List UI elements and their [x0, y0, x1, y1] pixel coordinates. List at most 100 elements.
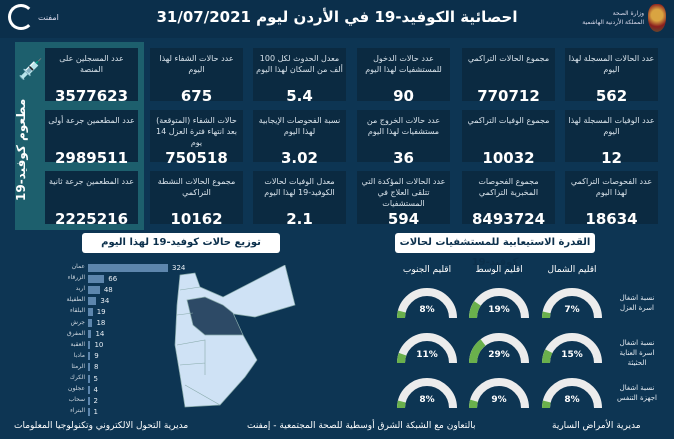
kingdom-name: المملكة الأردنية الهاشمية	[582, 19, 644, 26]
gauge-value: 15%	[561, 350, 583, 360]
vaccine-card: عدد المطعمين جرعة أولى 2989511	[45, 110, 138, 167]
map-region-amman	[186, 296, 244, 336]
bar-label: سحاب	[68, 396, 85, 404]
stat-label: مجموع الوفيات التراكمي	[467, 116, 550, 125]
gauge-fill	[469, 339, 486, 364]
gauge: 8%	[394, 375, 460, 411]
bar-label: البلقاء	[70, 307, 85, 315]
vaccine-value: 3577623	[54, 87, 129, 105]
bar-value: 5	[93, 374, 98, 383]
bar	[88, 296, 97, 305]
gauge-fill	[468, 399, 478, 409]
stat-value: 562	[595, 87, 628, 105]
bar-value: 48	[103, 285, 113, 294]
bar	[88, 374, 90, 383]
stat-value: 3.02	[280, 149, 318, 167]
bar	[88, 330, 92, 339]
bar-value: 18	[96, 319, 106, 327]
region-header: اقليم الجنوب	[402, 265, 452, 275]
bar-label: مادبا	[73, 351, 85, 359]
stat-label: مجموع الفحوصات المخبرية التراكمي	[478, 177, 539, 197]
bar	[88, 363, 90, 372]
capacity-title: القدرة الاستيعابية للمستشفيات لحالات كوف…	[395, 233, 595, 268]
syringe-icon: 💉	[18, 57, 43, 81]
stat-label: عدد الحالات المؤكدة التي تتلقى العلاج في…	[361, 177, 446, 208]
vaccine-value: 2225216	[54, 210, 129, 228]
stat-label: عدد الحالات المسجلة لهذا اليوم	[568, 54, 655, 74]
stat-card: عدد حالات الشفاء لهذا اليوم 675	[150, 48, 243, 105]
gauge-fill	[397, 310, 406, 319]
map-region	[174, 265, 296, 408]
capacity-row-label: نسبة اشغال اسرة العزل	[619, 294, 655, 312]
stat-card: عدد الوفيات المسجلة لهذا اليوم 12	[565, 110, 658, 167]
stat-label: عدد حالات الخروج من مستشفيات لهذا اليوم	[366, 116, 441, 136]
gauge: 11%	[394, 330, 460, 366]
bar-label: الرمثا	[71, 362, 85, 370]
bar	[88, 263, 168, 272]
stat-value: 2.1	[286, 210, 313, 228]
gauge-value: 7%	[564, 305, 580, 315]
stat-value: 770712	[477, 87, 540, 105]
vaccine-label: عدد المطعمين جرعة ثانية	[48, 177, 134, 186]
capacity-row-label: نسبة اشغال اجهزة التنفس	[616, 384, 658, 402]
gauge-track	[542, 288, 602, 319]
stat-label: عدد الفحوصات التراكمي لهذا اليوم	[570, 177, 653, 197]
region-header: اقليم الشمال	[547, 265, 597, 275]
page-title: احصائية الكوفيد-19 في الأردن ليوم 31/07/…	[156, 8, 518, 26]
bar	[88, 352, 91, 361]
stat-value: 675	[180, 87, 213, 105]
gauge: 9%	[466, 375, 532, 411]
stat-card: مجموع الوفيات التراكمي 10032	[462, 110, 555, 167]
stat-label: مجموع الحالات التراكمي	[467, 54, 550, 63]
bar-row: 10	[88, 341, 103, 350]
stat-card: عدد الفحوصات التراكمي لهذا اليوم 18634	[565, 171, 658, 228]
bar-row: 48	[88, 285, 113, 294]
bar-label: عمان	[71, 263, 85, 270]
stat-card: نسبة الفحوصات الإيجابية لهذا اليوم 3.02	[253, 110, 346, 167]
gauge-track	[469, 378, 529, 409]
stat-value: 750518	[165, 149, 228, 167]
ministry-logo: وزارة الصحة المملكة الأردنية الهاشمية	[582, 4, 666, 32]
stat-label: عدد الوفيات المسجلة لهذا اليوم	[568, 116, 655, 136]
stat-card: حالات الشفاء (المتوقعة) بعد انتهاء فترة …	[150, 110, 243, 167]
bar	[88, 307, 93, 316]
gauge-fill	[542, 311, 551, 319]
bar	[88, 385, 90, 394]
vaccine-value: 2989511	[54, 149, 129, 167]
bar-row: 19	[88, 307, 106, 316]
bar-value: 1	[93, 407, 98, 416]
gauge: 29%	[466, 330, 532, 366]
gauge-fill	[397, 352, 407, 364]
bar-row: 9	[88, 352, 99, 361]
bar	[88, 319, 93, 327]
bar-row: 66	[88, 274, 117, 283]
bar-row: 324	[88, 263, 185, 272]
bar-value: 4	[93, 385, 98, 394]
bar-label: الطفيلة	[66, 296, 85, 304]
stat-label: نسبة الفحوصات الإيجابية لهذا اليوم	[258, 116, 341, 136]
gauge-track	[397, 288, 457, 319]
gauge-fill	[469, 301, 481, 319]
bar-value: 9	[94, 352, 99, 361]
stat-value: 12	[601, 149, 622, 167]
gauge-value: 19%	[488, 305, 510, 315]
crest-icon	[648, 4, 666, 32]
gauge-track	[542, 378, 602, 409]
globe-icon	[8, 4, 34, 30]
header-bar	[0, 0, 674, 38]
vaccine-label: عدد المطعمين جرعة أولى	[48, 116, 135, 125]
bar-value: 10	[94, 341, 104, 350]
map-borders	[176, 286, 221, 406]
stat-card: عدد حالات الدخول للمستشفيات لهذا اليوم 9…	[357, 48, 450, 105]
gauge-value: 8%	[419, 305, 435, 315]
vaccine-label: عدد المسجلين على المنصة	[59, 54, 124, 74]
bar-label: العقبة	[70, 340, 85, 348]
stat-card: مجموع الفحوصات المخبرية التراكمي 8493724	[462, 171, 555, 228]
stat-label: حالات الشفاء (المتوقعة) بعد انتهاء فترة …	[156, 116, 237, 147]
bar-value: 324	[172, 263, 186, 272]
bar	[88, 341, 91, 350]
gauge-value: 9%	[491, 395, 507, 405]
bar	[88, 285, 100, 294]
region-header: اقليم الوسط	[475, 265, 523, 275]
ministry-name: وزارة الصحة	[612, 10, 644, 17]
